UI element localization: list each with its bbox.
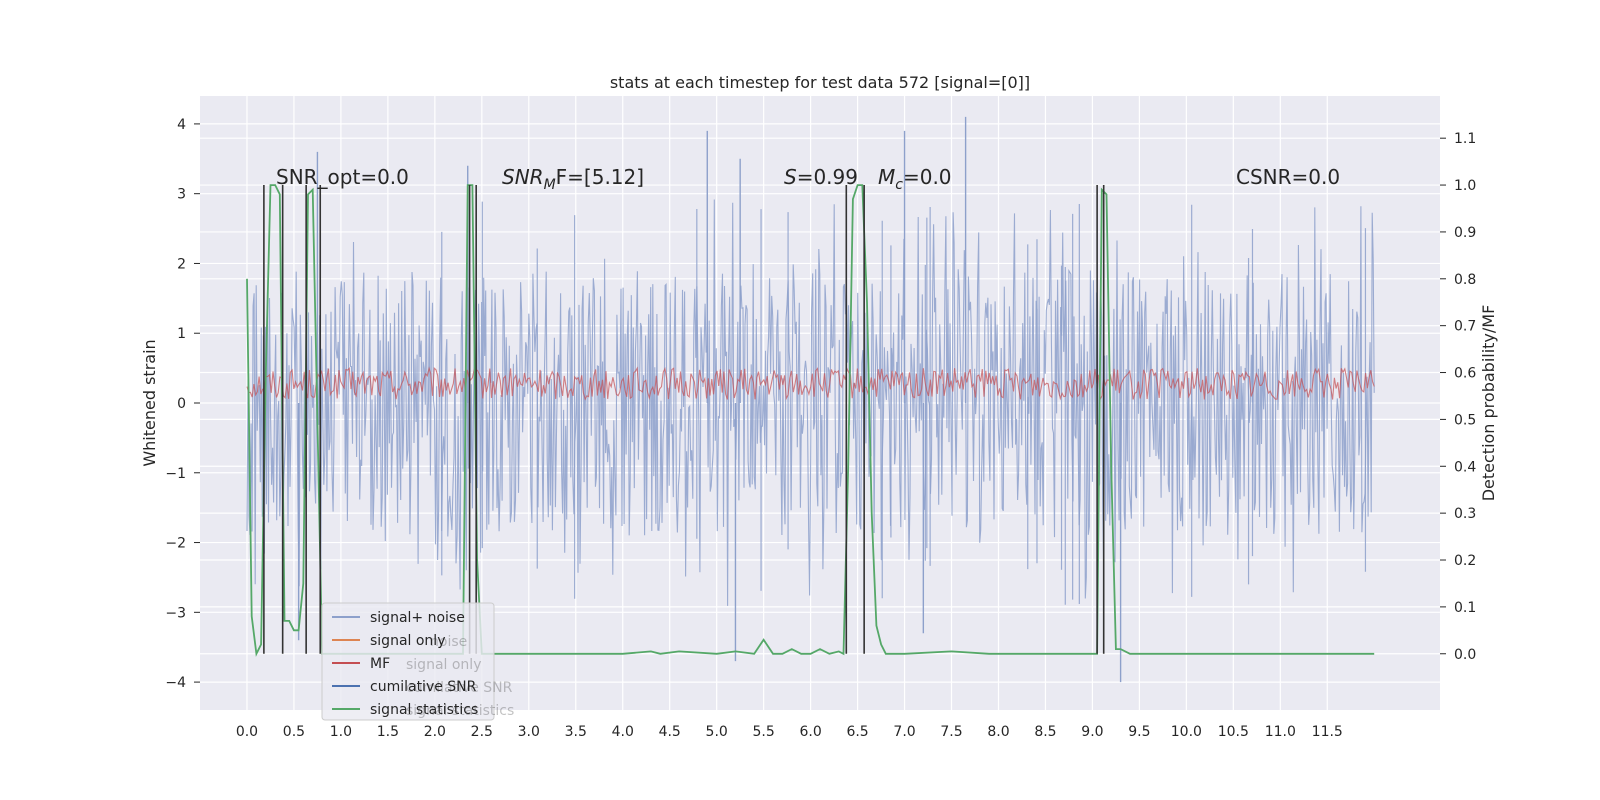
series-layer xyxy=(246,116,1375,683)
y2-tick-label: 0.4 xyxy=(1454,459,1476,475)
legend-entries: signal+ noise signal only MF cumilative SNR… xyxy=(332,610,478,718)
x-tick-label: 3.0 xyxy=(518,724,540,740)
legend-label: signal statistics xyxy=(370,702,478,718)
y-tick-label: −1 xyxy=(165,466,186,482)
series-line-signal-noise xyxy=(246,199,1375,606)
annotation-mc: Mc=0.0 xyxy=(878,165,952,193)
x-tick-label: 9.5 xyxy=(1128,724,1150,740)
x-tick-label: 0.5 xyxy=(283,724,305,740)
annotations: SNR_opt=0.0 SNRMF=[5.12] S=0.99 Mc=0.0 C… xyxy=(276,165,1340,193)
annotation-csnr: CSNR=0.0 xyxy=(1236,165,1340,189)
x-tick-label: 5.5 xyxy=(753,724,775,740)
x-tick-label: 6.5 xyxy=(846,724,868,740)
annotation-mc-value: =0.0 xyxy=(903,165,952,189)
y2-tick-label: 0.2 xyxy=(1454,553,1476,569)
series-line-mf xyxy=(246,366,1375,402)
annotation-mc-symbol: M xyxy=(878,165,895,189)
x-tick-label: 0.0 xyxy=(236,724,258,740)
y2-tick-label: 0.7 xyxy=(1454,319,1476,335)
y-tick-label: 0 xyxy=(177,396,186,412)
x-tick-label: 2.0 xyxy=(424,724,446,740)
x-tick-label: 9.0 xyxy=(1081,724,1103,740)
y-axis-label: Whitened strain xyxy=(140,339,159,466)
x-tick-label: 4.5 xyxy=(659,724,681,740)
y-tick-label: 4 xyxy=(177,117,186,133)
x-tick-label: 2.5 xyxy=(471,724,493,740)
y-axis-ticks: −4 −3 −2 −1 0 1 2 3 4 xyxy=(165,117,200,691)
legend-ghost-label: cumilative SNR xyxy=(406,680,513,696)
legend-ghost-label: signal statistics xyxy=(406,703,514,719)
y-tick-label: 1 xyxy=(177,326,186,342)
legend-label: signal+ noise xyxy=(370,610,465,626)
x-tick-label: 3.5 xyxy=(565,724,587,740)
x-tick-label: 11.0 xyxy=(1265,724,1296,740)
annotation-snr-mf-value: F=[5.12] xyxy=(556,165,644,189)
legend-ghost-entries: noise signal only cumilative SNR signal sta… xyxy=(406,634,514,719)
x-tick-label: 11.5 xyxy=(1312,724,1343,740)
annotation-s-symbol: S xyxy=(784,165,797,189)
x-tick-label: 5.0 xyxy=(706,724,728,740)
y2-axis-ticks: 0.0 0.1 0.2 0.3 0.4 0.5 0.6 0.7 0.8 0.9 1.0 1.1 xyxy=(1440,131,1476,663)
annotation-snr-mf-subscript: M xyxy=(544,177,556,193)
x-axis-ticks: 0.0 0.5 1.0 1.5 2.0 2.5 3.0 3.5 4.0 4.5 5.0 5.5 6.0 6… xyxy=(236,724,1343,740)
y2-tick-label: 0.0 xyxy=(1454,647,1476,663)
x-tick-label: 1.5 xyxy=(377,724,399,740)
y-tick-label: −2 xyxy=(165,536,186,552)
y2-tick-label: 1.0 xyxy=(1454,178,1476,194)
y2-tick-label: 0.1 xyxy=(1454,600,1476,616)
series-line-signal-statistics xyxy=(246,184,1375,657)
y-tick-label: −3 xyxy=(165,605,186,621)
y-tick-label: 3 xyxy=(177,187,186,203)
legend-frame xyxy=(321,602,495,721)
annotation-snr-mf-symbol: SNR xyxy=(502,165,544,189)
annotation-s: S=0.99 xyxy=(784,165,858,189)
annotation-mc-subscript: c xyxy=(895,177,903,193)
annotation-snr-opt: SNR_opt=0.0 xyxy=(276,165,409,189)
y2-tick-label: 0.9 xyxy=(1454,225,1476,241)
y2-tick-label: 0.8 xyxy=(1454,272,1476,288)
y2-axis-label: Detection probability/MF xyxy=(1479,305,1498,502)
markers-layer xyxy=(263,185,1105,654)
y2-tick-label: 0.3 xyxy=(1454,506,1476,522)
y-tick-label: −4 xyxy=(165,675,186,691)
y-tick-label: 2 xyxy=(177,256,186,272)
x-tick-label: 10.5 xyxy=(1218,724,1249,740)
annotation-snr-mf: SNRMF=[5.12] xyxy=(502,165,644,193)
y2-tick-label: 0.5 xyxy=(1454,412,1476,428)
annotation-s-value: =0.99 xyxy=(797,165,858,189)
x-tick-label: 7.5 xyxy=(940,724,962,740)
y2-tick-label: 1.1 xyxy=(1454,131,1476,147)
x-tick-label: 8.0 xyxy=(987,724,1009,740)
x-tick-label: 8.5 xyxy=(1034,724,1056,740)
legend-ghost-label: signal only xyxy=(406,657,481,673)
legend-label: signal only xyxy=(370,633,445,649)
x-tick-label: 4.0 xyxy=(612,724,634,740)
x-tick-label: 1.0 xyxy=(330,724,352,740)
chart-title: stats at each timestep for test data 572… xyxy=(610,73,1030,92)
legend-label: cumilative SNR xyxy=(370,679,477,695)
x-tick-label: 7.0 xyxy=(893,724,915,740)
x-tick-label: 6.0 xyxy=(799,724,821,740)
legend-ghost-label: noise xyxy=(430,634,467,650)
legend-label: MF xyxy=(370,656,390,672)
x-tick-label: 10.0 xyxy=(1171,724,1202,740)
y2-tick-label: 0.6 xyxy=(1454,366,1476,382)
